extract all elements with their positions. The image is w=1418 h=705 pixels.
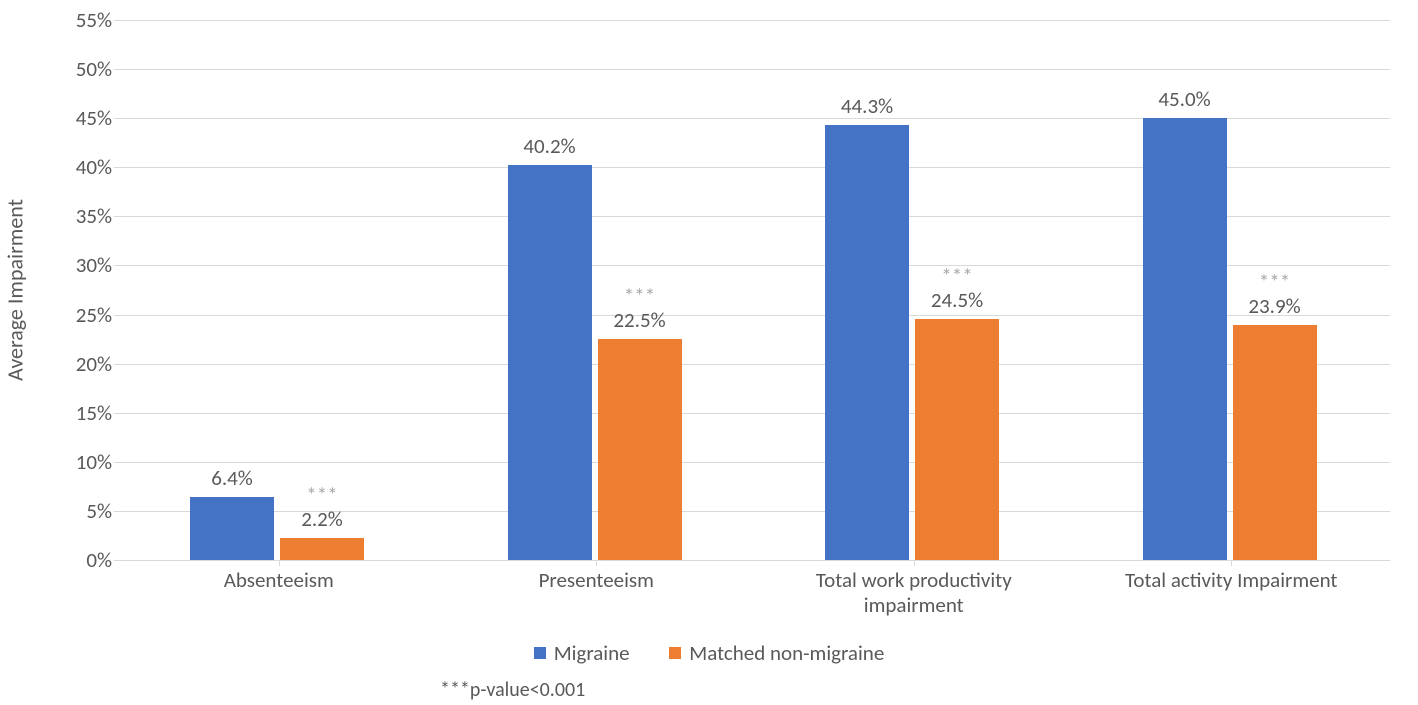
y-tick-label: 0% [32,547,112,573]
x-tickmark [596,560,597,566]
x-tickmark [279,560,280,566]
y-tick-label: 40% [32,154,112,180]
y-tick-label: 30% [32,252,112,278]
bar-nonmigraine [280,538,364,560]
significance-label: *** [1215,269,1335,295]
legend: Migraine Matched non-migraine [0,640,1418,666]
value-label: 45.0% [1125,86,1245,112]
bar-group: 45.0% 23.9%*** [1073,20,1391,560]
bar-migraine [825,125,909,560]
legend-label-migraine: Migraine [554,640,630,666]
y-tick-label: 50% [32,56,112,82]
plot-area: 6.4%2.2%***40.2%22.5%***44.3%24.5%***45.… [120,20,1390,561]
bar-group: 44.3% 24.5%*** [755,20,1073,560]
impairment-bar-chart: Average Impairment 6.4%2.2%*** 40.2% 22.5%… [0,0,1418,705]
x-tickmark [914,560,915,566]
legend-label-nonmigraine: Matched non-migraine [689,640,884,666]
y-axis-label: Average Impairment [2,199,29,381]
bar-nonmigraine [915,319,999,560]
x-tickmark [1231,560,1232,566]
y-tickmark [114,560,120,561]
value-label: 2.2% [262,506,382,532]
y-tick-label: 25% [32,302,112,328]
bar-group: 6.4%2.2%*** [120,20,438,560]
value-label: 40.2% [490,133,610,159]
category-label: Total activity Impairment [1073,568,1391,593]
category-label: Total work productivityimpairment [755,568,1073,618]
bar-nonmigraine [598,339,682,560]
significance-label: *** [262,482,382,508]
bar-migraine [1143,118,1227,560]
legend-swatch-migraine [534,647,546,659]
significance-label: *** [897,263,1017,289]
footnote: ***p-value<0.001 [440,678,585,702]
category-label: Presenteeism [438,568,756,593]
legend-swatch-nonmigraine [669,647,681,659]
value-label: 22.5% [580,307,700,333]
y-tick-label: 15% [32,400,112,426]
y-tick-label: 20% [32,351,112,377]
value-label: 23.9% [1215,293,1335,319]
value-label: 24.5% [897,287,1017,313]
legend-item-migraine: Migraine [534,640,630,666]
y-tick-label: 5% [32,498,112,524]
y-tick-label: 55% [32,7,112,33]
bar-group: 40.2% 22.5%*** [438,20,756,560]
category-label: Absenteeism [120,568,438,593]
significance-label: *** [580,283,700,309]
y-tick-label: 35% [32,203,112,229]
value-label: 44.3% [807,93,927,119]
bar-migraine [508,165,592,560]
y-tick-label: 45% [32,105,112,131]
legend-item-nonmigraine: Matched non-migraine [669,640,884,666]
y-tick-label: 10% [32,449,112,475]
bar-nonmigraine [1233,325,1317,560]
